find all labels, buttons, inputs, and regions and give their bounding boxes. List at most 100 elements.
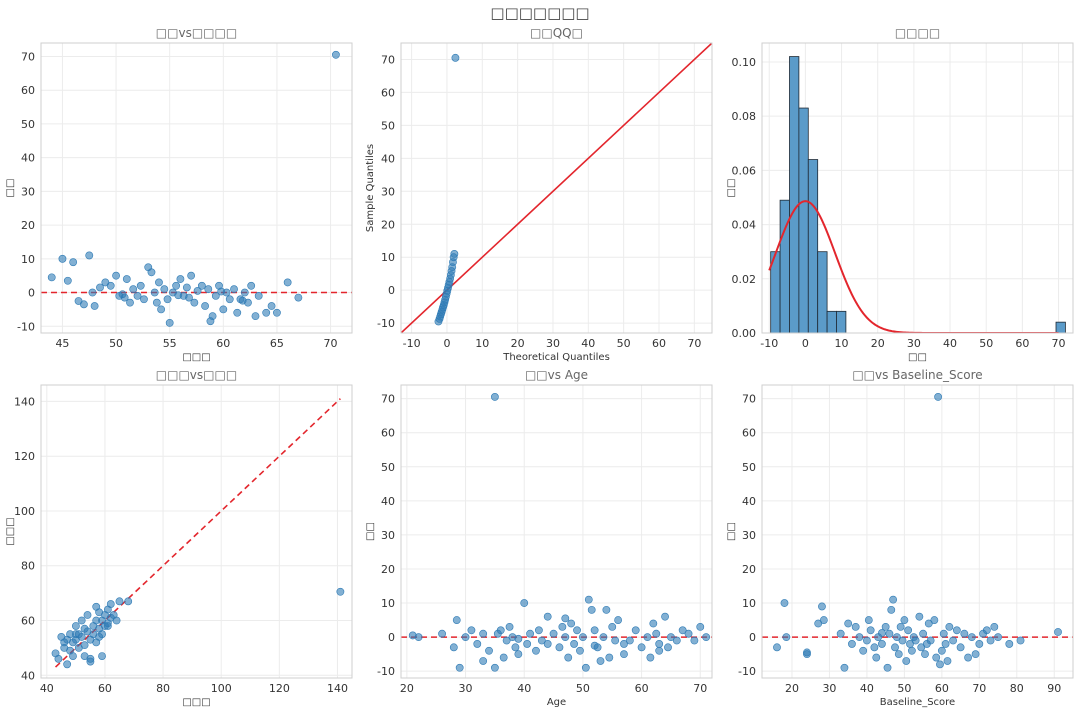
y-tick-label: 0 bbox=[388, 284, 395, 297]
data-point bbox=[83, 611, 92, 619]
data-point bbox=[499, 653, 508, 662]
y-tick-label: 20 bbox=[742, 563, 756, 576]
x-tick-label: 30 bbox=[822, 682, 836, 695]
data-point bbox=[949, 636, 957, 645]
data-point bbox=[233, 308, 242, 317]
data-point bbox=[1054, 628, 1062, 636]
x-tick-label: 60 bbox=[98, 682, 112, 695]
data-point bbox=[932, 653, 941, 662]
data-point bbox=[655, 640, 664, 648]
data-point bbox=[900, 616, 909, 624]
data-point bbox=[814, 619, 823, 628]
data-point bbox=[848, 640, 856, 648]
y-tick-label: -10 bbox=[377, 317, 395, 330]
data-point bbox=[851, 622, 860, 631]
x-tick-label: 50 bbox=[576, 682, 590, 695]
y-tick-label: 0.06 bbox=[732, 164, 757, 177]
x-tick-label: 30 bbox=[546, 337, 560, 350]
data-point bbox=[605, 653, 614, 662]
data-point bbox=[930, 616, 939, 624]
x-tick-label: 100 bbox=[211, 682, 232, 695]
plot-area bbox=[401, 393, 712, 672]
data-point bbox=[514, 634, 523, 643]
data-point bbox=[140, 295, 148, 304]
data-point bbox=[251, 312, 260, 321]
data-point bbox=[649, 619, 658, 628]
y-tick-label: 60 bbox=[21, 84, 35, 97]
data-point bbox=[452, 616, 461, 624]
data-point bbox=[160, 285, 169, 294]
data-point bbox=[803, 648, 811, 657]
data-point bbox=[332, 50, 340, 59]
y-tick-label: 50 bbox=[21, 118, 35, 131]
x-tick-label: 90 bbox=[1047, 682, 1061, 695]
data-point bbox=[273, 308, 281, 317]
data-point bbox=[165, 318, 174, 327]
data-point bbox=[124, 597, 133, 606]
x-axis-label: Age bbox=[547, 697, 566, 708]
y-tick-label: 100 bbox=[14, 505, 35, 518]
data-point bbox=[896, 622, 905, 631]
data-point bbox=[126, 298, 134, 307]
data-point bbox=[150, 288, 159, 297]
y-tick-label: 40 bbox=[21, 669, 35, 682]
y-tick-label: 10 bbox=[742, 597, 756, 610]
data-point bbox=[611, 636, 620, 645]
data-point bbox=[230, 285, 238, 294]
data-point bbox=[112, 616, 121, 625]
y-tick-label: 60 bbox=[742, 427, 756, 440]
data-point bbox=[511, 643, 520, 652]
data-point bbox=[63, 276, 72, 285]
data-point bbox=[152, 298, 161, 307]
data-point bbox=[907, 646, 916, 655]
data-point bbox=[584, 595, 593, 604]
x-tick-label: 70 bbox=[972, 682, 986, 695]
y-tick-label: 0 bbox=[388, 631, 395, 644]
data-point bbox=[129, 285, 138, 294]
data-point bbox=[414, 633, 423, 642]
y-tick-label: 70 bbox=[381, 53, 395, 66]
figure-title: □□□□□□□ bbox=[490, 4, 590, 22]
data-point bbox=[514, 650, 523, 659]
y-tick-label: 0 bbox=[28, 287, 35, 300]
data-point bbox=[664, 643, 672, 652]
data-point bbox=[564, 653, 573, 662]
data-point bbox=[543, 612, 552, 621]
y-tick-label: 0.04 bbox=[732, 219, 757, 232]
x-tick-label: 50 bbox=[897, 682, 911, 695]
data-point bbox=[176, 275, 185, 283]
y-tick-label: 120 bbox=[14, 450, 35, 463]
data-point bbox=[964, 653, 972, 662]
y-tick-label: 0 bbox=[749, 631, 756, 644]
x-tick-label: 80 bbox=[1010, 682, 1024, 695]
chart-panel-2: -10 0 10 20 30 40 50 60 70 -10 0 10 20 30 40 50 60 70 □□QQ… bbox=[365, 26, 713, 363]
y-axis-label: Sample Quantiles bbox=[365, 144, 376, 232]
data-point bbox=[780, 599, 789, 607]
data-point bbox=[174, 291, 183, 300]
data-point bbox=[558, 622, 567, 631]
x-tick-label: 0 bbox=[443, 337, 450, 350]
data-point bbox=[937, 646, 946, 655]
y-tick-label: 0.08 bbox=[732, 110, 757, 123]
x-axis-label: □□ bbox=[908, 352, 927, 363]
data-point bbox=[479, 657, 488, 665]
histogram-bar bbox=[798, 107, 809, 333]
data-point bbox=[926, 636, 935, 645]
data-point bbox=[576, 646, 584, 655]
x-tick-label: 70 bbox=[1052, 337, 1066, 350]
data-point bbox=[561, 614, 570, 623]
histogram-bar bbox=[826, 310, 837, 333]
y-axis-label: □□ bbox=[5, 179, 16, 198]
data-point bbox=[537, 636, 546, 645]
plot-area bbox=[41, 50, 352, 327]
data-point bbox=[92, 602, 101, 611]
data-point bbox=[773, 643, 781, 652]
y-tick-label: 40 bbox=[381, 495, 395, 508]
data-point bbox=[98, 652, 106, 660]
x-tick-label: 70 bbox=[324, 337, 338, 350]
x-tick-label: 70 bbox=[687, 337, 701, 350]
y-axis-label: □□ bbox=[726, 522, 737, 541]
x-axis-label: □□□ bbox=[182, 352, 210, 363]
chart-panel-1: 45 50 55 60 65 70 -10 0 10 20 30 40 50 60 70 □□vs□□□□ □□… bbox=[5, 26, 353, 363]
data-point bbox=[667, 633, 675, 642]
